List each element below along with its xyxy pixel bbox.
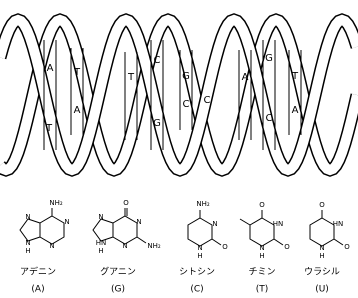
uracil: O HN N H O ウラシル (U) <box>304 201 350 295</box>
atom: O <box>259 201 265 209</box>
base-letter: A <box>242 72 249 83</box>
atom: NH₂ <box>196 200 210 208</box>
molecule-name: ウラシル <box>304 267 340 278</box>
base-pairs <box>43 40 302 150</box>
atom: O <box>284 243 290 251</box>
base-letter: G <box>153 118 161 129</box>
molecule-code: (T) <box>256 285 269 295</box>
molecule-name: アデニン <box>20 266 56 278</box>
atom: N <box>136 218 141 226</box>
base-letter: T <box>73 67 81 78</box>
strand-a <box>0 14 358 176</box>
guanine: O N N N HN H NH₂ グアニン (G) <box>92 199 161 295</box>
strand-b <box>0 14 358 176</box>
base-letter: A <box>74 105 81 116</box>
atom: O <box>123 199 129 207</box>
molecule-code: (A) <box>31 285 44 295</box>
atom: H <box>319 252 324 260</box>
base-letters: A T T A T C G G C C A G C T A <box>45 53 299 134</box>
base-letter: C <box>183 99 190 110</box>
atom: O <box>344 243 350 251</box>
molecule-code: (C) <box>190 285 203 295</box>
atom: N <box>259 244 264 252</box>
base-letter: T <box>291 71 299 82</box>
atom: N <box>197 244 202 252</box>
thymine: O HN N H O チミン (T) <box>239 201 290 295</box>
molecule-name: シトシン <box>179 268 215 278</box>
base-letter: G <box>265 53 273 64</box>
base-letter: T <box>45 123 53 134</box>
atom: N <box>122 242 127 250</box>
molecule-code: (U) <box>315 285 329 295</box>
atom: N <box>25 213 30 221</box>
base-letter: A <box>292 105 299 116</box>
base-letter: C <box>266 113 273 124</box>
atom: N <box>25 239 30 247</box>
base-letter: G <box>182 71 190 82</box>
dna-helix <box>0 13 358 177</box>
cytosine: NH₂ N N H O シトシン (C) <box>179 200 228 295</box>
adenine: NH₂ N N N N H アデニン (A) <box>19 199 70 295</box>
molecule-code: (G) <box>111 285 125 295</box>
base-letter: A <box>47 63 54 74</box>
atom: O <box>319 201 325 209</box>
base-letter: C <box>204 95 211 106</box>
molecule-name: グアニン <box>100 266 136 278</box>
atom: H <box>98 247 103 255</box>
atom: NH₂ <box>49 199 63 207</box>
atom: N <box>98 213 103 221</box>
atom: HN <box>273 220 284 228</box>
atom: HN <box>333 220 344 228</box>
atom: HN <box>96 239 107 247</box>
atom: N <box>64 218 69 226</box>
molecule-name: チミン <box>248 267 275 278</box>
atom: N <box>49 242 54 250</box>
atom: H <box>25 247 30 255</box>
base-letter: T <box>127 72 135 83</box>
atom: H <box>259 252 264 260</box>
atom: N <box>319 244 324 252</box>
atom: N <box>212 220 217 228</box>
atom: H <box>197 252 202 260</box>
base-letter: C <box>154 55 161 66</box>
atom: NH₂ <box>147 242 161 250</box>
atom: O <box>222 243 228 251</box>
